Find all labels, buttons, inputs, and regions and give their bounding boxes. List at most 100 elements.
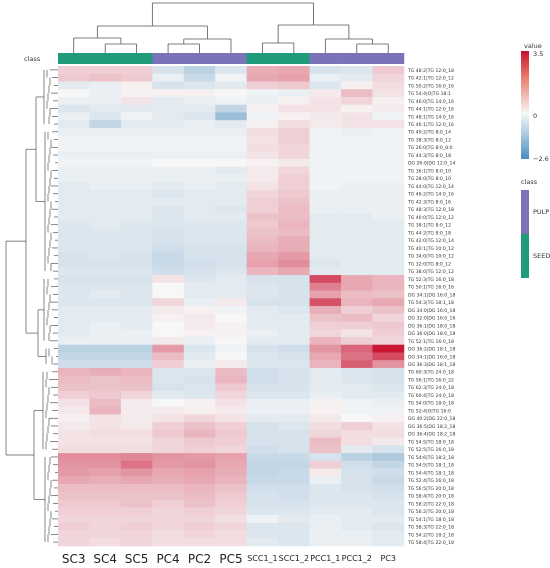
heatmap-cell	[183, 112, 216, 121]
heatmap-cell	[372, 197, 405, 206]
heatmap-cell	[341, 367, 373, 376]
heatmap-cell	[58, 174, 90, 183]
heatmap-cell	[309, 275, 342, 284]
heatmap-cell	[215, 367, 247, 376]
heatmap-cell	[58, 398, 90, 407]
heatmap-cell	[89, 468, 122, 477]
heatmap-cell	[278, 197, 310, 206]
heatmap-cell	[278, 135, 310, 144]
heatmap-cell	[120, 422, 153, 431]
heatmap-cell	[278, 530, 310, 539]
heatmap-cell	[309, 375, 342, 384]
heatmap-cell	[246, 321, 279, 330]
column-label: PCC1_2	[342, 554, 372, 563]
heatmap-cell	[215, 538, 247, 547]
heatmap-cell	[215, 298, 247, 307]
column-label: PCC1_1	[310, 554, 340, 563]
heatmap-cell	[215, 104, 247, 113]
heatmap-cell	[246, 205, 279, 214]
heatmap-cell	[183, 460, 216, 469]
heatmap-cell	[58, 453, 90, 462]
heatmap-cell	[58, 515, 90, 524]
heatmap-cell	[372, 298, 405, 307]
heatmap-cell	[341, 189, 373, 198]
heatmap-cell	[152, 360, 185, 369]
heatmap-cell	[372, 313, 405, 322]
colorbar-min-label: −2.6	[533, 155, 549, 163]
heatmap-cell	[278, 298, 310, 307]
heatmap-cell	[120, 282, 153, 291]
heatmap-cell	[309, 321, 342, 330]
heatmap-cell	[58, 422, 90, 431]
heatmap-cell	[278, 522, 310, 531]
heatmap-cell	[372, 166, 405, 175]
heatmap-cell	[372, 406, 405, 415]
heatmap-cell	[120, 275, 153, 284]
heatmap-cell	[152, 484, 185, 493]
heatmap-cell	[372, 375, 405, 384]
heatmap-cell	[278, 538, 310, 547]
heatmap-cell	[215, 290, 247, 299]
heatmap-cell	[278, 321, 310, 330]
heatmap-cell	[120, 244, 153, 253]
row-label: TG 42:3|TG 8:0_16	[407, 199, 451, 205]
column-label: PC3	[380, 554, 396, 563]
class-bar-cell	[309, 53, 342, 64]
heatmap-cell	[372, 182, 405, 191]
heatmap-cell	[89, 182, 122, 191]
row-label: TG 28:0|TG 8:0_10	[407, 176, 451, 182]
heatmap-cell	[341, 81, 373, 90]
heatmap-cell	[89, 81, 122, 90]
heatmap-cell	[215, 414, 247, 423]
heatmap-cell	[246, 220, 279, 229]
heatmap-cell	[341, 213, 373, 222]
heatmap-cell	[120, 205, 153, 214]
heatmap-cell	[215, 406, 247, 415]
heatmap-cell	[89, 414, 122, 423]
heatmap-cell	[372, 460, 405, 469]
heatmap-cell	[215, 174, 247, 183]
heatmap-cell	[278, 460, 310, 469]
heatmap-cell	[278, 437, 310, 446]
heatmap-cell	[58, 476, 90, 485]
heatmap-cell	[152, 151, 185, 160]
heatmap-cell	[372, 213, 405, 222]
heatmap-cell	[341, 306, 373, 315]
heatmap-cell	[89, 244, 122, 253]
heatmap-cell	[246, 507, 279, 516]
heatmap-cell	[89, 522, 122, 531]
row-label: TG 38:3|TG 8:0_12	[407, 137, 451, 143]
heatmap-cell	[183, 66, 216, 75]
heatmap-cell	[278, 445, 310, 454]
heatmap-cell	[278, 120, 310, 129]
heatmap-cell	[309, 507, 342, 516]
heatmap-cell	[89, 406, 122, 415]
heatmap-cell	[183, 437, 216, 446]
heatmap-cell	[309, 189, 342, 198]
heatmap-cell	[58, 484, 90, 493]
row-label: TG 52:1|TG 16:0_18	[407, 339, 454, 345]
heatmap-cell	[120, 437, 153, 446]
heatmap-cell	[183, 383, 216, 392]
heatmap-cell	[152, 244, 185, 253]
heatmap-cell	[372, 120, 405, 129]
heatmap-cell	[215, 228, 247, 237]
heatmap-cell	[183, 499, 216, 508]
row-label: TG 56:2|TG 20:0_18	[407, 509, 454, 515]
heatmap-cell	[246, 445, 279, 454]
heatmap-cell	[58, 336, 90, 346]
heatmap-cell	[152, 460, 185, 469]
heatmap-cell	[89, 445, 122, 454]
class-bar-cell	[58, 53, 90, 64]
row-label: DG 26:0|DG 12:0_14	[408, 161, 456, 167]
heatmap-cell	[372, 538, 405, 547]
heatmap-cell	[309, 282, 342, 291]
heatmap-cell	[58, 112, 90, 121]
heatmap-cell	[152, 213, 185, 222]
heatmap-cell	[183, 120, 216, 129]
heatmap-cell	[372, 104, 405, 113]
heatmap-cell	[58, 205, 90, 214]
heatmap-cell	[183, 515, 216, 524]
heatmap-cell	[372, 267, 405, 276]
